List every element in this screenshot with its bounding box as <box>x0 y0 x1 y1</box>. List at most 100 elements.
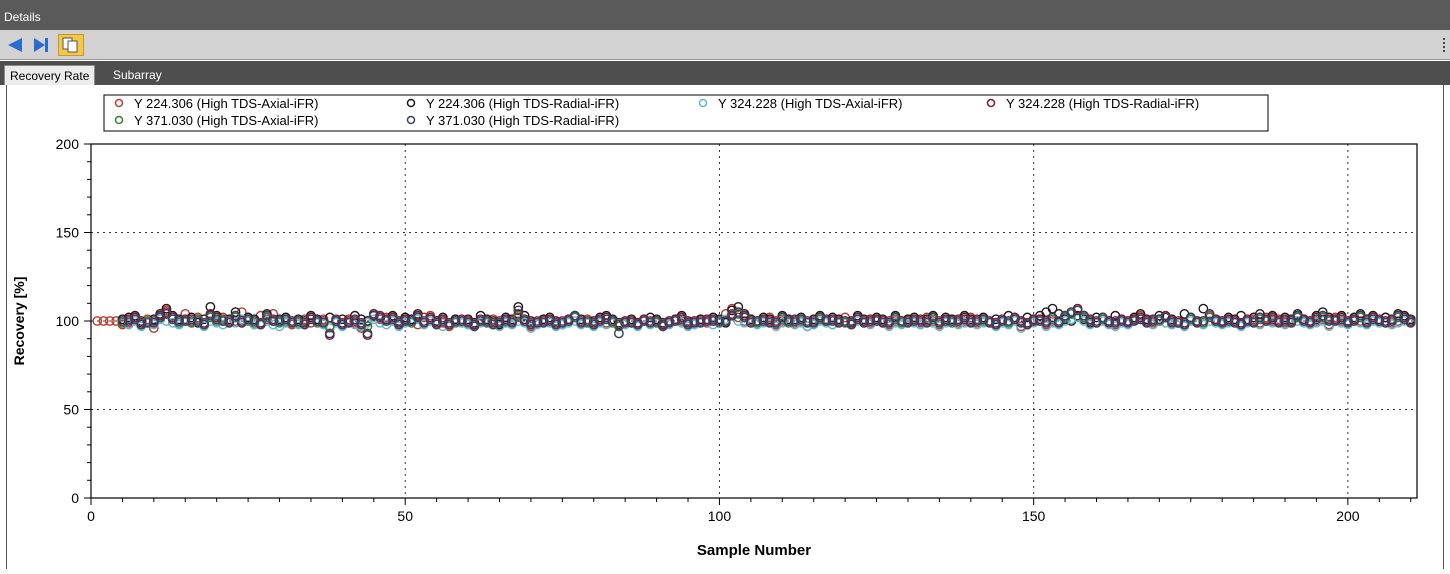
data-point <box>601 314 612 325</box>
data-point <box>1368 314 1378 325</box>
x-axis-label: Sample Number <box>697 542 811 559</box>
data-point <box>1141 317 1152 328</box>
legend-label: Y 324.228 (High TDS-Radial-iFR) <box>1006 96 1199 111</box>
data-point <box>683 319 693 330</box>
skip-forward-icon[interactable] <box>32 36 50 54</box>
data-point <box>563 316 574 326</box>
y-tick-label: 0 <box>71 490 79 506</box>
data-point <box>645 317 656 328</box>
toolbar <box>0 30 1450 60</box>
data-point <box>92 316 103 326</box>
data-point <box>368 310 379 321</box>
data-point <box>1374 316 1385 326</box>
data-point <box>475 316 486 326</box>
data-point <box>997 316 1008 326</box>
data-point <box>1380 317 1391 328</box>
data-point <box>1110 317 1121 328</box>
data-point <box>1192 317 1202 328</box>
data-point <box>1292 316 1303 326</box>
data-point <box>1035 316 1045 326</box>
data-point <box>1085 316 1096 326</box>
data-point <box>896 316 907 326</box>
data-point <box>519 310 530 321</box>
data-point <box>733 307 744 318</box>
data-point <box>1198 303 1209 314</box>
data-point <box>607 316 618 326</box>
data-point <box>1280 316 1290 326</box>
data-point <box>186 314 197 325</box>
data-point <box>733 301 744 312</box>
data-point <box>865 316 876 326</box>
data-point <box>1179 319 1190 330</box>
data-point <box>456 316 467 326</box>
data-point <box>827 316 838 326</box>
data-point <box>218 316 228 326</box>
data-point <box>1248 317 1259 328</box>
data-point <box>569 310 580 321</box>
tab-subarray[interactable]: Subarray <box>113 68 162 82</box>
data-point <box>381 316 392 326</box>
data-point <box>739 317 750 328</box>
legend-marker <box>406 115 416 125</box>
data-point <box>1047 317 1058 328</box>
data-point <box>708 316 719 326</box>
data-point <box>595 316 605 326</box>
y-tick-label: 50 <box>63 402 79 418</box>
data-point <box>287 317 297 328</box>
data-point <box>613 328 624 339</box>
data-point <box>670 316 681 326</box>
data-point <box>1148 316 1158 326</box>
copy-icon[interactable] <box>58 34 84 56</box>
data-point <box>1185 312 1196 323</box>
data-point <box>1273 317 1284 328</box>
data-point <box>538 317 549 328</box>
data-point <box>764 317 775 328</box>
data-point <box>909 316 920 326</box>
data-point <box>915 316 926 326</box>
data-point <box>859 317 869 328</box>
data-point <box>362 330 373 341</box>
data-point <box>720 316 731 326</box>
left-triangle-icon[interactable] <box>6 36 24 54</box>
data-point <box>1311 317 1322 328</box>
data-point <box>161 309 172 319</box>
data-points <box>92 301 1416 341</box>
data-point <box>513 316 524 326</box>
legend-box <box>103 94 1269 132</box>
data-point <box>1079 310 1089 321</box>
tab-recovery-rate[interactable]: Recovery Rate <box>4 65 96 85</box>
data-point <box>1217 317 1228 328</box>
data-point <box>576 317 587 328</box>
grid <box>91 144 1417 498</box>
data-point <box>488 319 499 330</box>
data-point <box>513 305 524 316</box>
data-point <box>1261 316 1272 326</box>
toolbar-grip[interactable] <box>1443 38 1448 52</box>
data-point <box>1116 316 1127 326</box>
data-point <box>1330 316 1341 326</box>
recovery-chart: Y 224.306 (High TDS-Axial-iFR) Y 224.306 … <box>11 94 1418 559</box>
legend-label: Y 371.030 (High TDS-Axial-iFR) <box>134 113 318 128</box>
data-point <box>142 317 153 328</box>
data-point <box>1129 316 1140 326</box>
data-point <box>745 317 756 328</box>
data-point <box>739 312 750 323</box>
window-title-bar: Details <box>0 0 1450 30</box>
data-point <box>507 317 517 328</box>
data-point <box>551 319 561 330</box>
legend-marker <box>698 98 708 108</box>
data-point <box>1060 316 1070 326</box>
data-point <box>1223 316 1234 326</box>
x-tick-label: 0 <box>87 508 95 524</box>
data-point <box>1204 309 1215 319</box>
chart-panel: Y 224.306 (High TDS-Axial-iFR) Y 224.306 … <box>6 85 1444 569</box>
data-point <box>777 317 788 328</box>
data-point <box>972 316 982 326</box>
data-point <box>104 316 115 326</box>
data-point <box>324 330 335 341</box>
data-point <box>877 317 888 328</box>
data-point <box>1041 317 1052 328</box>
data-point <box>1242 316 1253 326</box>
data-point <box>1097 312 1108 323</box>
legend-marker <box>406 98 416 108</box>
